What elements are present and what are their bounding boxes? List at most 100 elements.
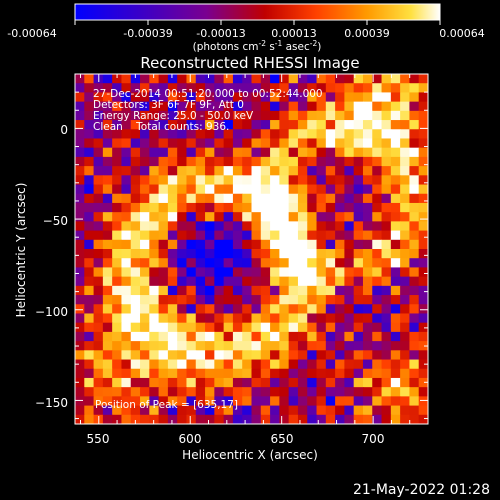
- image-pixel: [288, 295, 299, 305]
- image-pixel: [279, 83, 290, 93]
- image-pixel: [205, 295, 215, 305]
- image-pixel: [223, 147, 234, 158]
- image-pixel: [325, 230, 336, 241]
- image-pixel: [75, 267, 85, 278]
- image-pixel: [400, 110, 410, 121]
- image-pixel: [232, 267, 243, 278]
- image-pixel: [270, 74, 280, 84]
- image-pixel: [344, 368, 355, 379]
- image-pixel: [242, 101, 252, 112]
- image-pixel: [307, 239, 318, 250]
- image-pixel: [251, 193, 262, 204]
- image-pixel: [409, 377, 420, 388]
- image-pixel: [205, 212, 215, 222]
- image-pixel: [102, 101, 113, 112]
- colorbar-tick-label: -0.00013: [196, 27, 245, 40]
- image-pixel: [158, 304, 169, 314]
- image-pixel: [140, 156, 150, 167]
- image-pixel: [362, 74, 373, 84]
- image-pixel: [307, 341, 318, 351]
- image-pixel: [121, 83, 132, 93]
- image-pixel: [130, 249, 141, 259]
- image-pixel: [381, 212, 392, 222]
- image-pixel: [260, 396, 271, 407]
- image-pixel: [158, 202, 169, 213]
- image-pixel: [232, 239, 243, 250]
- colorbar-tick-label: -0.00064: [7, 27, 56, 40]
- image-pixel: [149, 202, 160, 213]
- image-pixel: [158, 147, 169, 158]
- image-pixel: [177, 304, 187, 314]
- image-pixel: [93, 377, 104, 388]
- image-pixel: [140, 313, 150, 324]
- image-pixel: [177, 359, 187, 370]
- image-pixel: [372, 396, 383, 407]
- image-pixel: [288, 387, 299, 397]
- image-pixel: [177, 368, 187, 379]
- image-pixel: [167, 313, 178, 324]
- image-pixel: [177, 83, 187, 93]
- image-pixel: [232, 83, 243, 93]
- image-pixel: [418, 212, 429, 222]
- image-pixel: [214, 166, 225, 176]
- image-pixel: [251, 110, 262, 121]
- image-pixel: [84, 387, 95, 397]
- image-pixel: [223, 120, 234, 130]
- image-pixel: [307, 396, 318, 407]
- image-pixel: [325, 83, 336, 93]
- image-pixel: [344, 175, 355, 186]
- image-pixel: [307, 83, 318, 93]
- image-pixel: [130, 359, 141, 370]
- image-pixel: [270, 138, 280, 149]
- image-pixel: [214, 276, 225, 287]
- image-pixel: [409, 258, 420, 268]
- image-pixel: [84, 138, 95, 149]
- image-pixel: [195, 212, 206, 222]
- image-pixel: [84, 359, 95, 370]
- image-pixel: [418, 193, 429, 204]
- image-pixel: [112, 405, 122, 416]
- image-pixel: [75, 175, 85, 186]
- image-pixel: [297, 249, 308, 259]
- image-pixel: [177, 230, 187, 241]
- image-pixel: [409, 387, 420, 397]
- image-pixel: [121, 249, 132, 259]
- image-pixel: [316, 249, 327, 259]
- image-pixel: [260, 331, 271, 342]
- image-pixel: [186, 92, 197, 103]
- image-pixel: [205, 368, 215, 379]
- image-pixel: [372, 322, 383, 333]
- image-pixel: [205, 414, 215, 425]
- image-pixel: [344, 359, 355, 370]
- image-pixel: [307, 221, 318, 232]
- image-pixel: [112, 331, 122, 342]
- image-pixel: [214, 221, 225, 232]
- image-pixel: [362, 83, 373, 93]
- image-pixel: [316, 285, 327, 296]
- image-pixel: [242, 147, 252, 158]
- image-pixel: [205, 83, 215, 93]
- image-pixel: [400, 92, 410, 103]
- image-pixel: [335, 285, 345, 296]
- image-pixel: [195, 230, 206, 241]
- image-pixel: [232, 368, 243, 379]
- image-pixel: [93, 258, 104, 268]
- image-pixel: [121, 156, 132, 167]
- colorbar-unit-label: (photons cm-2 s-1 asec-2): [193, 39, 322, 53]
- image-pixel: [195, 138, 206, 149]
- image-pixel: [316, 202, 327, 213]
- image-pixel: [307, 138, 318, 149]
- image-pixel: [130, 341, 141, 351]
- image-pixel: [121, 350, 132, 361]
- image-pixel: [112, 202, 122, 213]
- image-pixel: [260, 184, 271, 195]
- image-pixel: [167, 331, 178, 342]
- image-pixel: [335, 92, 345, 103]
- image-pixel: [325, 120, 336, 130]
- image-pixel: [362, 341, 373, 351]
- image-pixel: [177, 156, 187, 167]
- image-pixel: [325, 285, 336, 296]
- image-pixel: [372, 129, 383, 139]
- image-pixel: [93, 129, 104, 139]
